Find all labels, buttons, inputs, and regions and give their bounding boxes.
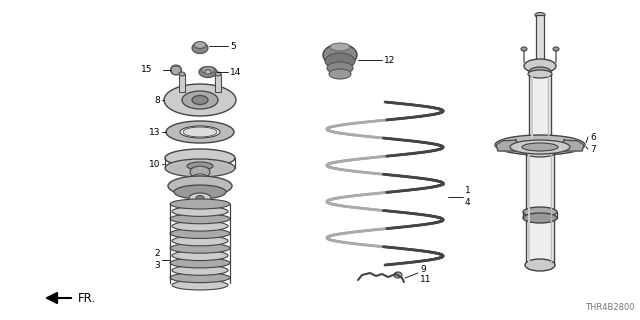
Ellipse shape <box>196 196 204 201</box>
Ellipse shape <box>190 166 210 178</box>
Text: 11: 11 <box>420 276 431 284</box>
Ellipse shape <box>165 149 235 167</box>
Ellipse shape <box>323 44 357 66</box>
Ellipse shape <box>495 135 585 155</box>
Text: 4: 4 <box>465 198 470 207</box>
Text: 9: 9 <box>420 265 426 274</box>
Ellipse shape <box>172 280 228 290</box>
Ellipse shape <box>170 214 230 224</box>
Ellipse shape <box>189 193 211 203</box>
Ellipse shape <box>192 43 208 53</box>
Ellipse shape <box>215 72 221 76</box>
Text: 12: 12 <box>384 55 396 65</box>
Ellipse shape <box>170 258 230 268</box>
Text: 2: 2 <box>154 250 160 259</box>
Ellipse shape <box>329 69 351 79</box>
Ellipse shape <box>521 47 527 51</box>
Ellipse shape <box>194 42 206 49</box>
Text: 7: 7 <box>590 145 596 154</box>
Text: 3: 3 <box>154 260 160 269</box>
Text: 1: 1 <box>465 186 471 195</box>
Ellipse shape <box>522 143 558 151</box>
Polygon shape <box>562 140 584 151</box>
Ellipse shape <box>172 265 228 275</box>
Ellipse shape <box>553 47 559 51</box>
Ellipse shape <box>187 162 213 170</box>
Text: FR.: FR. <box>78 292 96 305</box>
Ellipse shape <box>179 72 185 76</box>
Ellipse shape <box>510 140 570 154</box>
Ellipse shape <box>535 12 545 18</box>
Ellipse shape <box>325 53 355 69</box>
Text: 8: 8 <box>154 95 160 105</box>
Bar <box>536 15 544 65</box>
Ellipse shape <box>523 213 557 223</box>
Polygon shape <box>496 140 518 151</box>
Ellipse shape <box>205 70 211 74</box>
Ellipse shape <box>172 236 228 246</box>
Ellipse shape <box>528 141 552 149</box>
Ellipse shape <box>170 243 230 253</box>
Ellipse shape <box>529 67 551 77</box>
Ellipse shape <box>525 259 555 271</box>
Ellipse shape <box>183 127 217 137</box>
Text: 6: 6 <box>590 132 596 141</box>
Bar <box>215 74 221 92</box>
Text: 5: 5 <box>230 42 236 51</box>
Bar <box>529 74 551 145</box>
Ellipse shape <box>168 176 232 196</box>
Ellipse shape <box>201 67 215 74</box>
Text: 10: 10 <box>148 159 160 169</box>
Text: 15: 15 <box>141 65 152 74</box>
Ellipse shape <box>523 207 557 217</box>
Ellipse shape <box>180 126 220 138</box>
Ellipse shape <box>170 199 230 209</box>
Bar <box>179 74 185 92</box>
Polygon shape <box>44 285 87 298</box>
Ellipse shape <box>535 62 545 68</box>
Text: 14: 14 <box>230 68 241 76</box>
Ellipse shape <box>192 174 208 182</box>
Ellipse shape <box>394 272 402 278</box>
Ellipse shape <box>327 62 353 74</box>
Ellipse shape <box>172 251 228 260</box>
Ellipse shape <box>525 149 555 157</box>
Ellipse shape <box>199 67 217 77</box>
Ellipse shape <box>182 91 218 109</box>
Bar <box>526 153 554 265</box>
Ellipse shape <box>165 159 235 177</box>
Ellipse shape <box>172 221 228 231</box>
Ellipse shape <box>174 185 226 199</box>
Ellipse shape <box>528 70 552 78</box>
Ellipse shape <box>164 84 236 116</box>
Ellipse shape <box>170 273 230 283</box>
Ellipse shape <box>170 228 230 238</box>
Ellipse shape <box>330 43 350 51</box>
Ellipse shape <box>166 121 234 143</box>
Ellipse shape <box>192 95 208 105</box>
Ellipse shape <box>170 65 182 75</box>
Ellipse shape <box>524 59 556 73</box>
Text: 13: 13 <box>148 127 160 137</box>
Ellipse shape <box>172 206 228 216</box>
Text: THR4B2800: THR4B2800 <box>586 303 635 312</box>
